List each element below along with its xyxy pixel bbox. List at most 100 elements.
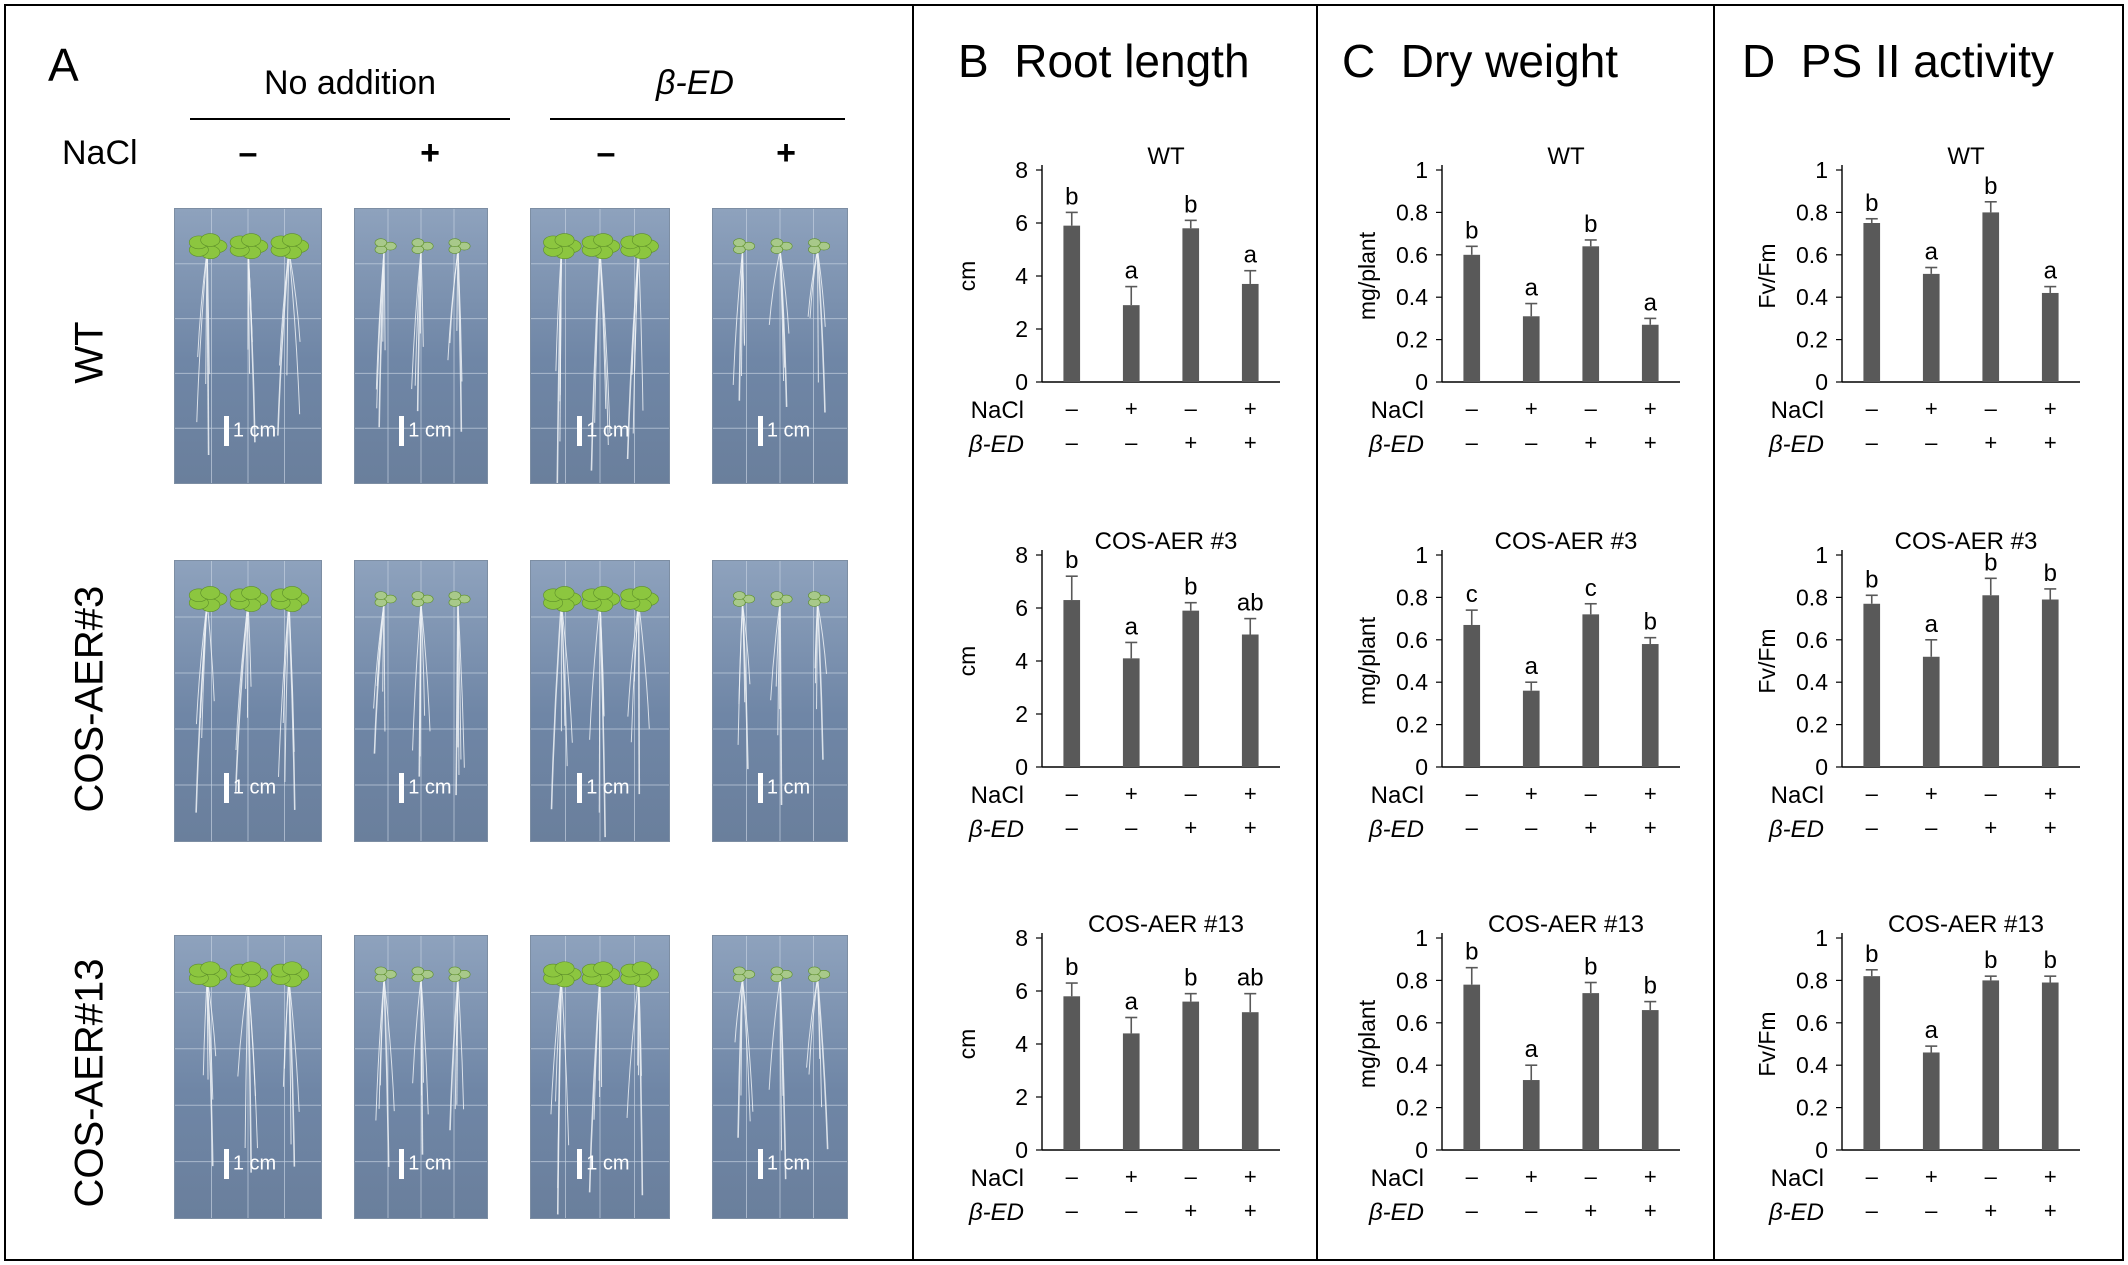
- bar: [1863, 976, 1881, 1150]
- bed-sign: +: [1584, 430, 1597, 455]
- seedling-root: [779, 978, 784, 1096]
- y-tick-label: 8: [1015, 925, 1028, 951]
- nacl-sign: +: [1525, 781, 1538, 806]
- nacl-sign: –: [1066, 781, 1079, 806]
- seedling-root: [277, 250, 290, 436]
- group-label-bed-text: β-ED: [656, 64, 734, 102]
- bar-chart-c-3: COS-AER #13 mg/plant 0 0.2 0.4 0.6 0.8 1 b – – a + – b…: [1335, 908, 1705, 1258]
- seedling-plate: 1 cm: [354, 560, 488, 842]
- seedling-root: [457, 602, 462, 760]
- bar: [1182, 228, 1200, 382]
- seedling-root: [456, 978, 459, 1046]
- y-tick-label: 1: [1815, 925, 1828, 951]
- seedling-root: [817, 250, 819, 383]
- seedling-root: [373, 602, 385, 709]
- seedling-root: [288, 250, 301, 342]
- scale-bar: 1 cm: [757, 416, 810, 446]
- scale-bar-label: 1 cm: [586, 1152, 630, 1175]
- nacl-sign: –: [1985, 781, 1998, 806]
- y-axis-label: Fv/Fm: [1754, 628, 1780, 693]
- nacl-row-label: NaCl: [1371, 397, 1424, 424]
- bed-sign: +: [1644, 815, 1657, 840]
- seedling-root: [457, 250, 463, 382]
- panel-c-letter: C: [1342, 35, 1376, 87]
- y-tick-label: 0.4: [1396, 284, 1428, 310]
- seedling-root: [627, 602, 640, 717]
- bar: [1182, 610, 1200, 767]
- seedling-root: [419, 602, 422, 757]
- y-tick-label: 0: [1815, 1137, 1828, 1163]
- panel-a-letter: A: [48, 39, 79, 91]
- seedling-root: [206, 250, 210, 375]
- bar-chart-svg: COS-AER #13 mg/plant 0 0.2 0.4 0.6 0.8 1 b – – a + – b…: [1354, 911, 1680, 1226]
- seedling-root: [379, 978, 385, 1086]
- bed-sign: +: [1584, 1198, 1597, 1223]
- seedling-root: [626, 978, 640, 1118]
- seedling-plate: 1 cm: [712, 935, 848, 1219]
- y-axis-label: Fv/Fm: [1754, 1011, 1780, 1076]
- bed-sign: –: [1866, 430, 1879, 455]
- significance-letter: a: [1525, 275, 1539, 302]
- bed-sign: +: [1244, 430, 1257, 455]
- bed-row-label: β-ED: [1368, 816, 1424, 843]
- bar: [1582, 614, 1600, 767]
- nacl-sign: +: [1925, 396, 1938, 421]
- seedling-root: [637, 602, 641, 795]
- seedling-leaf: [200, 961, 221, 975]
- scale-bar: 1 cm: [223, 1149, 276, 1179]
- y-tick-label: 0: [1015, 369, 1028, 395]
- seedling-root: [775, 602, 781, 687]
- seedling-root: [283, 978, 290, 1069]
- bar: [1463, 624, 1481, 767]
- bar: [1122, 658, 1140, 767]
- bed-sign: –: [1125, 815, 1138, 840]
- scale-bar-label: 1 cm: [408, 419, 452, 442]
- scale-bar-label: 1 cm: [586, 775, 630, 798]
- significance-letter: b: [1865, 190, 1878, 217]
- chart-title: COS-AER #13: [1088, 911, 1244, 938]
- bed-sign: –: [1125, 430, 1138, 455]
- seedling-root: [206, 978, 209, 1080]
- plate-photo: [531, 561, 669, 841]
- scale-bar: 1 cm: [399, 1149, 452, 1179]
- seedling-root: [205, 250, 208, 384]
- y-tick-label: 1: [1415, 542, 1428, 568]
- bar: [1863, 603, 1881, 767]
- significance-letter: b: [1065, 954, 1078, 981]
- bar: [1463, 254, 1481, 382]
- bar: [1122, 305, 1140, 382]
- nacl-sign: –: [1985, 1164, 1998, 1189]
- seedling-root: [779, 250, 790, 334]
- significance-letter: b: [1644, 973, 1657, 1000]
- bed-row-label: β-ED: [1768, 1199, 1824, 1226]
- bed-sign: –: [1525, 430, 1538, 455]
- seedling-leaf: [282, 961, 302, 975]
- seedling-plate: 1 cm: [712, 560, 848, 842]
- seedling-root: [560, 602, 568, 767]
- seedling-root: [741, 978, 751, 1122]
- seedling-leaf: [770, 966, 784, 976]
- nacl-sign: –: [1585, 396, 1598, 421]
- seedling-leaf: [593, 233, 614, 247]
- panel-b-title-text: Root length: [1014, 35, 1250, 87]
- seedling-plate: 1 cm: [530, 935, 670, 1219]
- plate-photo: [355, 936, 487, 1218]
- scale-bar-line: [757, 416, 763, 446]
- nacl-row-label: NaCl: [1371, 1165, 1424, 1192]
- nacl-row-label: NaCl: [1371, 782, 1424, 809]
- seedling-root: [594, 250, 601, 423]
- scale-bar-line: [577, 416, 583, 446]
- bar: [1182, 1001, 1200, 1150]
- y-tick-label: 0.6: [1796, 1010, 1828, 1036]
- bar-chart-b-1: WT cm 0 2 4 6 8 b – – a + – b – + a + + NaCl β-ED: [935, 140, 1305, 490]
- y-tick-label: 0.8: [1796, 584, 1828, 610]
- bar-chart-svg: WT Fv/Fm 0 0.2 0.4 0.6 0.8 1 b – – a + – b – + a + + NaCl β-E…: [1754, 143, 2080, 458]
- y-tick-label: 0.4: [1396, 669, 1428, 695]
- nacl-sign: –: [1466, 1164, 1479, 1189]
- y-tick-label: 0.6: [1396, 242, 1428, 268]
- seedling-root: [555, 250, 562, 372]
- seedling-root: [555, 978, 562, 1102]
- nacl-row-label: NaCl: [971, 397, 1024, 424]
- seedling-leaf: [448, 966, 462, 976]
- seedling-leaf: [448, 238, 462, 247]
